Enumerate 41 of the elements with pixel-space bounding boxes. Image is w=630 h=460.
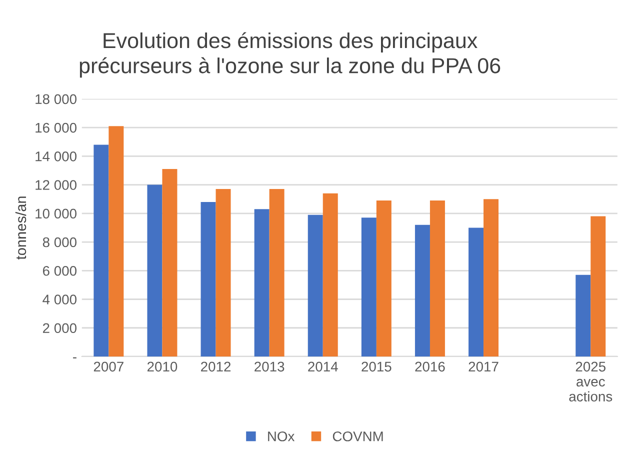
bar <box>576 274 591 356</box>
bar <box>269 189 284 356</box>
bar <box>484 199 499 356</box>
x-tick-label: 2016 <box>415 362 445 372</box>
bar <box>162 169 178 356</box>
bar <box>430 200 445 356</box>
y-tick-label: 4 000 <box>42 294 76 304</box>
bar <box>414 224 430 356</box>
bar <box>200 202 216 356</box>
y-tick-label: 12 000 <box>36 180 76 190</box>
bar <box>147 184 162 356</box>
y-tick-label: 6 000 <box>42 266 76 276</box>
bar <box>590 216 606 356</box>
bar <box>108 126 124 356</box>
bar <box>468 228 484 356</box>
x-tick-label: 2025 avec actions <box>569 362 612 402</box>
bar <box>322 193 338 356</box>
x-tick-label: 2017 <box>468 362 498 372</box>
y-axis-title: tonnes/an <box>15 196 26 260</box>
y-tick-label: - <box>73 357 76 358</box>
chart-title: Evolution des émissions des principaux précurseurs à l'ozone sur la zone du PPA 06 <box>80 32 500 78</box>
x-tick-label: 2014 <box>308 362 338 372</box>
bar <box>361 218 376 356</box>
x-tick-label: 2015 <box>362 362 392 372</box>
bar <box>94 144 109 356</box>
x-tick-label: 2012 <box>201 362 231 372</box>
y-tick-label: 10 000 <box>36 208 76 219</box>
bar <box>254 209 270 356</box>
y-tick-label: 18 000 <box>36 94 76 104</box>
x-tick-label: 2007 <box>94 362 124 372</box>
y-tick-label: 14 000 <box>36 151 76 162</box>
y-tick-label: 16 000 <box>36 122 76 133</box>
legend-label: COVNM <box>332 431 383 442</box>
bar <box>216 189 231 356</box>
y-tick-label: 2 000 <box>42 323 76 334</box>
bar <box>308 214 323 356</box>
y-tick-label: 8 000 <box>42 237 76 248</box>
bar <box>376 200 392 356</box>
x-tick-label: 2013 <box>254 362 284 372</box>
legend-label: NOx <box>268 431 295 442</box>
x-tick-label: 2010 <box>147 362 178 372</box>
